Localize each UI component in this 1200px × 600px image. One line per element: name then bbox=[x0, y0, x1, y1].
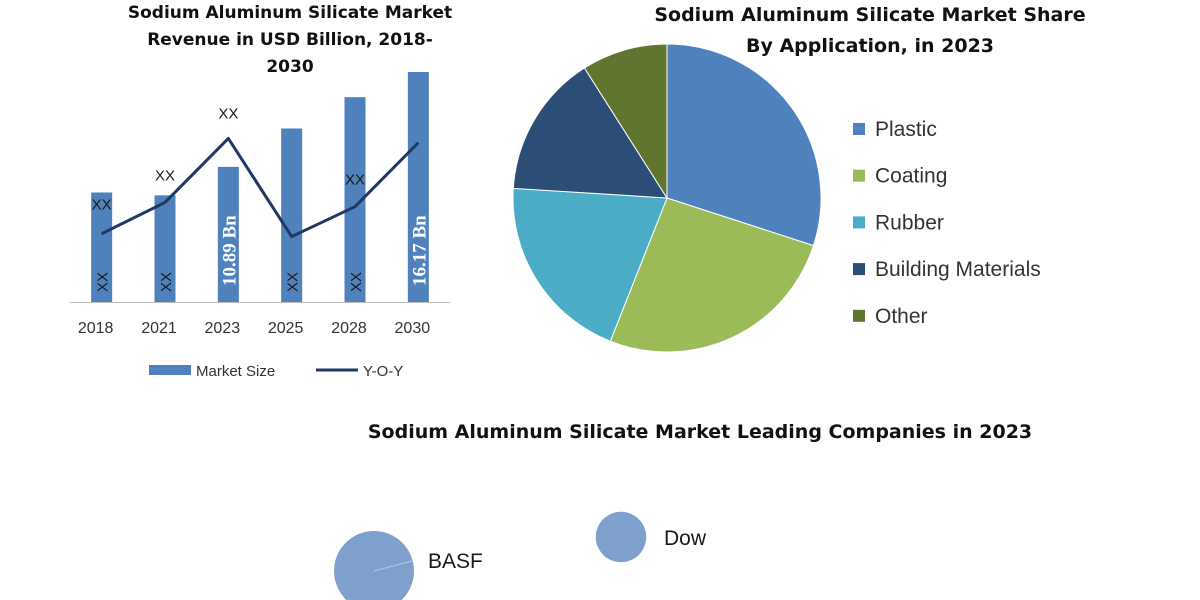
bar-chart-title: Sodium Aluminum Silicate Market Revenue … bbox=[110, 0, 470, 81]
pie-legend-swatch bbox=[853, 169, 865, 182]
bubble-dow bbox=[595, 511, 647, 563]
legend-swatch-market-size bbox=[149, 365, 191, 375]
bar-title-line-1: Sodium Aluminum Silicate Market bbox=[127, 3, 453, 23]
pie-slice-rubber bbox=[512, 187, 668, 342]
bar-title-line-2: Revenue in USD Billion, 2018- bbox=[147, 30, 433, 50]
x-tick-label: 2025 bbox=[268, 320, 304, 337]
bar-2021 bbox=[154, 195, 176, 302]
pie-legend-label: Rubber bbox=[875, 211, 944, 234]
bar-value-label: XX bbox=[158, 272, 175, 292]
pie-slice-other bbox=[583, 43, 668, 200]
bubble-basf bbox=[334, 531, 414, 600]
pie-legend-label: Building Materials bbox=[875, 258, 1041, 281]
pie-legend-swatch bbox=[853, 216, 865, 229]
pie-title-line-1: Sodium Aluminum Silicate Market Share bbox=[654, 4, 1086, 26]
yoy-point-label: XX bbox=[92, 197, 112, 214]
bar-value-label: XX bbox=[95, 272, 112, 292]
yoy-point-label: XX bbox=[218, 105, 238, 122]
bar-2028 bbox=[344, 97, 366, 302]
bar-value-label: XX bbox=[285, 272, 302, 292]
pie-title-line-2: By Application, in 2023 bbox=[745, 35, 995, 57]
bubble-label-dow: Dow bbox=[664, 527, 707, 550]
bar-2030 bbox=[407, 72, 429, 302]
bar-title-line-3: 2030 bbox=[266, 57, 314, 77]
yoy-point-label: XX bbox=[345, 172, 365, 189]
bubble-label-basf: BASF bbox=[428, 550, 483, 573]
x-tick-label: 2018 bbox=[78, 320, 114, 337]
pie-legend-label: Other bbox=[875, 305, 928, 328]
legend-label-market-size: Market Size bbox=[196, 363, 275, 380]
x-tick-label: 2028 bbox=[331, 320, 367, 337]
bar-2023 bbox=[217, 166, 239, 302]
pie-legend-swatch bbox=[853, 263, 865, 276]
pie-legend-label: Coating bbox=[875, 165, 947, 188]
x-tick-label: 2023 bbox=[205, 320, 241, 337]
pie-slice-coating bbox=[609, 197, 815, 353]
yoy-point-label: XX bbox=[155, 167, 175, 184]
pie-legend-label: Plastic bbox=[875, 118, 937, 141]
pie-chart: Plastic Coating Rubber Building Materials Ot… bbox=[512, 43, 1041, 353]
bar-value-label: 16.17 Bn bbox=[409, 215, 430, 286]
bar-chart: XX XX 10.89 Bn XX XX 16.17 Bn XX XX XX XX 2018 2021… bbox=[70, 72, 450, 380]
yoy-line bbox=[101, 136, 420, 239]
x-tick-label: 2021 bbox=[141, 320, 177, 337]
bubble-chart-title: Sodium Aluminum Silicate Market Leading … bbox=[367, 421, 1033, 443]
pie-slice-building-materials bbox=[512, 67, 668, 199]
bar-2018 bbox=[91, 192, 113, 302]
bar-value-label: XX bbox=[348, 272, 365, 292]
bubble-basf-leader bbox=[373, 560, 413, 572]
legend-label-yoy: Y-O-Y bbox=[363, 363, 403, 380]
pie-legend-swatch bbox=[853, 309, 865, 322]
pie-slice-plastic bbox=[666, 43, 822, 247]
pie-legend-swatch bbox=[853, 123, 865, 135]
bar-value-label: 10.89 Bn bbox=[219, 215, 240, 286]
bar-2025 bbox=[281, 128, 303, 302]
pie-chart-title: Sodium Aluminum Silicate Market Share By… bbox=[600, 0, 1140, 62]
x-tick-label: 2030 bbox=[395, 320, 431, 337]
